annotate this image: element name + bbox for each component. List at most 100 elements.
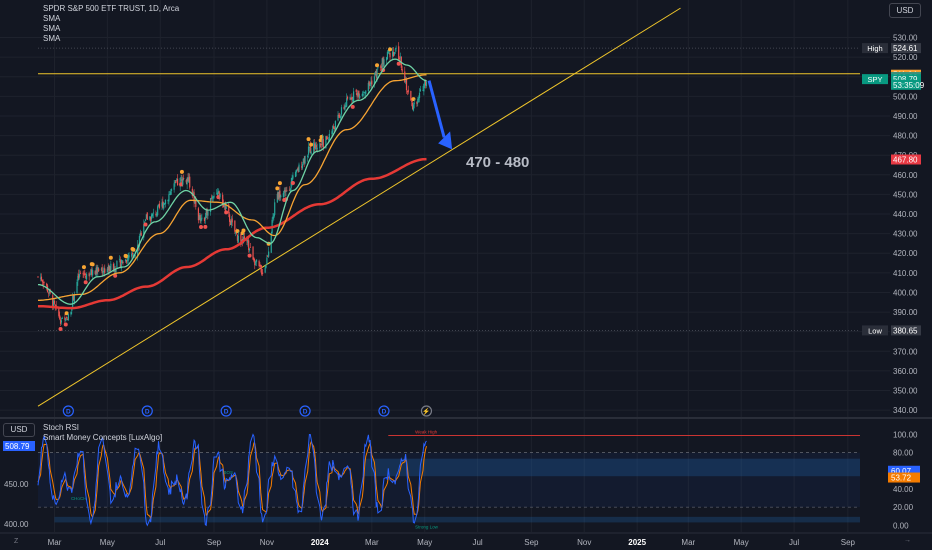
- candle-body: [229, 214, 231, 222]
- marker-letter: D: [303, 409, 308, 416]
- candle-body: [304, 155, 306, 164]
- candle-body: [193, 192, 195, 203]
- price-label-value: 524.61: [893, 44, 918, 53]
- candle-body: [100, 268, 102, 270]
- candle-body: [298, 164, 300, 172]
- marker-letter: D: [145, 409, 150, 416]
- stoch-tick-label: 100.00: [893, 431, 918, 440]
- candle-body: [155, 213, 157, 216]
- candle-body: [398, 46, 400, 60]
- dividend-markers[interactable]: D D D D D ⚡: [62, 405, 433, 417]
- candle-body: [205, 208, 207, 218]
- price-label-value: 380.65: [893, 326, 918, 335]
- candle-body: [144, 219, 147, 221]
- candle-body: [254, 260, 256, 266]
- candle-body: [72, 294, 75, 301]
- indicator-currency-label[interactable]: USD: [3, 423, 35, 437]
- candle-body: [357, 92, 359, 96]
- sma-legend-3: SMA: [43, 34, 61, 43]
- candle-body: [186, 178, 188, 185]
- candle-body: [113, 266, 115, 272]
- candle-body: [175, 180, 177, 183]
- time-axis[interactable]: Mar May Jul Sep Nov 2024 Mar May Jul Sep Nov 2025 Ma…: [48, 538, 856, 547]
- currency-button[interactable]: USD: [889, 3, 921, 18]
- candle-body: [394, 49, 396, 51]
- candle-body: [276, 193, 278, 203]
- smc-legend[interactable]: Smart Money Concepts [LuxAlgo]: [43, 433, 163, 442]
- candle-body: [157, 206, 159, 216]
- candle-body: [319, 143, 321, 149]
- candle-body: [207, 211, 209, 216]
- candle-body: [110, 263, 112, 270]
- candle-body: [272, 216, 274, 219]
- candle-body: [234, 220, 236, 232]
- candle-body: [143, 224, 145, 238]
- swing-dot: [63, 322, 68, 327]
- candle-body: [162, 201, 164, 209]
- candle-body: [217, 190, 219, 193]
- candle-body: [106, 268, 108, 273]
- scroll-right-icon[interactable]: →: [904, 537, 911, 544]
- target-annotation[interactable]: 470 - 480: [466, 154, 530, 171]
- candle-body: [418, 92, 421, 99]
- time-tick-label: Jul: [155, 538, 165, 547]
- candle-body: [121, 260, 123, 263]
- swing-dot: [306, 137, 311, 142]
- candle-body: [174, 181, 176, 183]
- candle-body: [40, 276, 43, 281]
- candle-body: [97, 266, 99, 272]
- candle-body: [375, 70, 377, 77]
- candle-body: [423, 83, 425, 92]
- swing-dot: [411, 97, 416, 102]
- price-axis[interactable]: 340.00350.00360.00370.00380.00390.00400.…: [3, 34, 925, 531]
- price-tag-box: [862, 74, 888, 85]
- time-tick-label: Sep: [207, 538, 222, 547]
- candle-body: [307, 155, 309, 158]
- candle-body: [340, 107, 343, 115]
- candle-body: [291, 177, 293, 182]
- candle-body: [199, 215, 201, 221]
- price-label-value: 53:35:09: [893, 81, 925, 90]
- down-arrow-drawing[interactable]: [427, 80, 453, 150]
- candle-body: [95, 267, 97, 277]
- timezone-icon[interactable]: Z: [14, 538, 19, 545]
- candle-body: [158, 203, 160, 208]
- candle-body: [328, 133, 330, 141]
- time-tick-label: Mar: [681, 538, 695, 547]
- candle-body: [78, 274, 80, 279]
- swing-dot: [350, 104, 355, 109]
- candle-body: [195, 200, 197, 207]
- candle-body: [377, 67, 379, 69]
- candle-body: [313, 142, 315, 154]
- price-tag-box: [862, 43, 888, 54]
- swing-dot: [290, 180, 295, 185]
- trendline[interactable]: [37, 7, 860, 407]
- candle-body: [314, 143, 317, 149]
- candle-body: [346, 96, 349, 99]
- swing-dot: [179, 169, 184, 174]
- swing-dot: [375, 63, 380, 68]
- candle-body: [189, 176, 191, 188]
- candle-body: [296, 169, 298, 170]
- stoch-rsi-legend[interactable]: Stoch RSI: [43, 423, 80, 432]
- candle-body: [350, 98, 352, 100]
- stoch-d-box: [888, 472, 920, 483]
- candle-body: [286, 190, 288, 192]
- price-tag-label: SPY: [867, 75, 882, 84]
- candle-body: [411, 102, 414, 110]
- candle-body: [249, 246, 252, 248]
- sma-fast-line: [37, 58, 427, 305]
- candle-body: [213, 195, 215, 198]
- candle-body: [211, 196, 213, 199]
- candle-body: [79, 272, 82, 274]
- dividend-marker: [299, 405, 311, 417]
- price-tick-label: 460.00: [893, 171, 918, 180]
- swing-dot: [131, 247, 136, 252]
- swing-dot: [113, 273, 118, 278]
- candle-body: [72, 296, 74, 309]
- candle-body: [91, 269, 93, 276]
- candle-body: [259, 265, 261, 267]
- candle-body: [53, 300, 56, 304]
- candle-body: [206, 209, 208, 216]
